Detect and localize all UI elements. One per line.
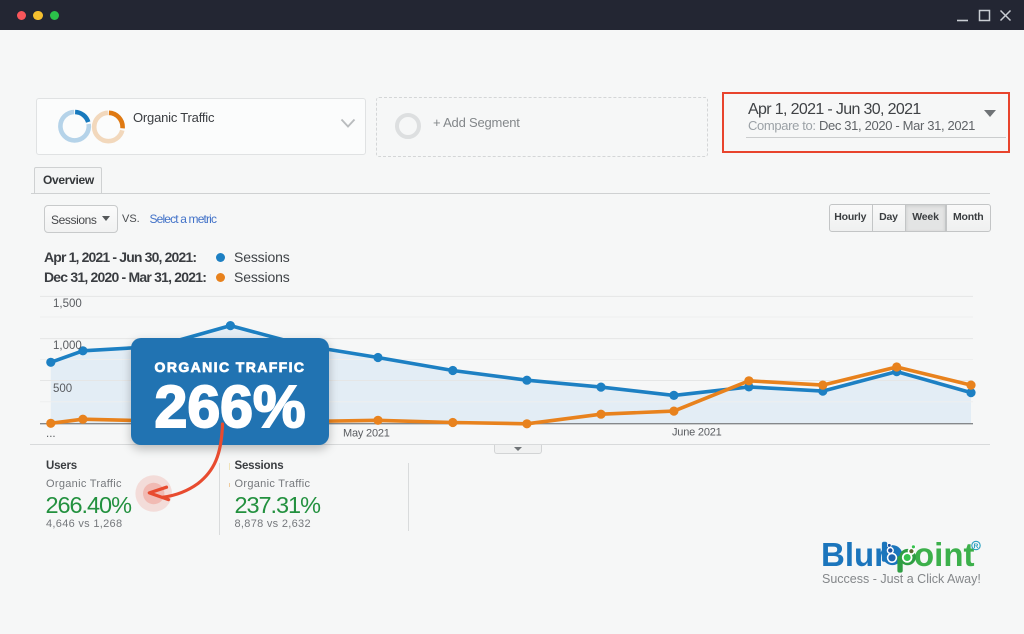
svg-text:1,000: 1,000 bbox=[53, 340, 82, 352]
svg-text:June 2021: June 2021 bbox=[672, 427, 722, 439]
svg-text:May 2021: May 2021 bbox=[343, 428, 390, 440]
svg-text:500: 500 bbox=[53, 383, 72, 395]
svg-text:1,500: 1,500 bbox=[53, 298, 82, 310]
svg-text:...: ... bbox=[46, 428, 56, 440]
svg-text:R: R bbox=[974, 543, 979, 550]
